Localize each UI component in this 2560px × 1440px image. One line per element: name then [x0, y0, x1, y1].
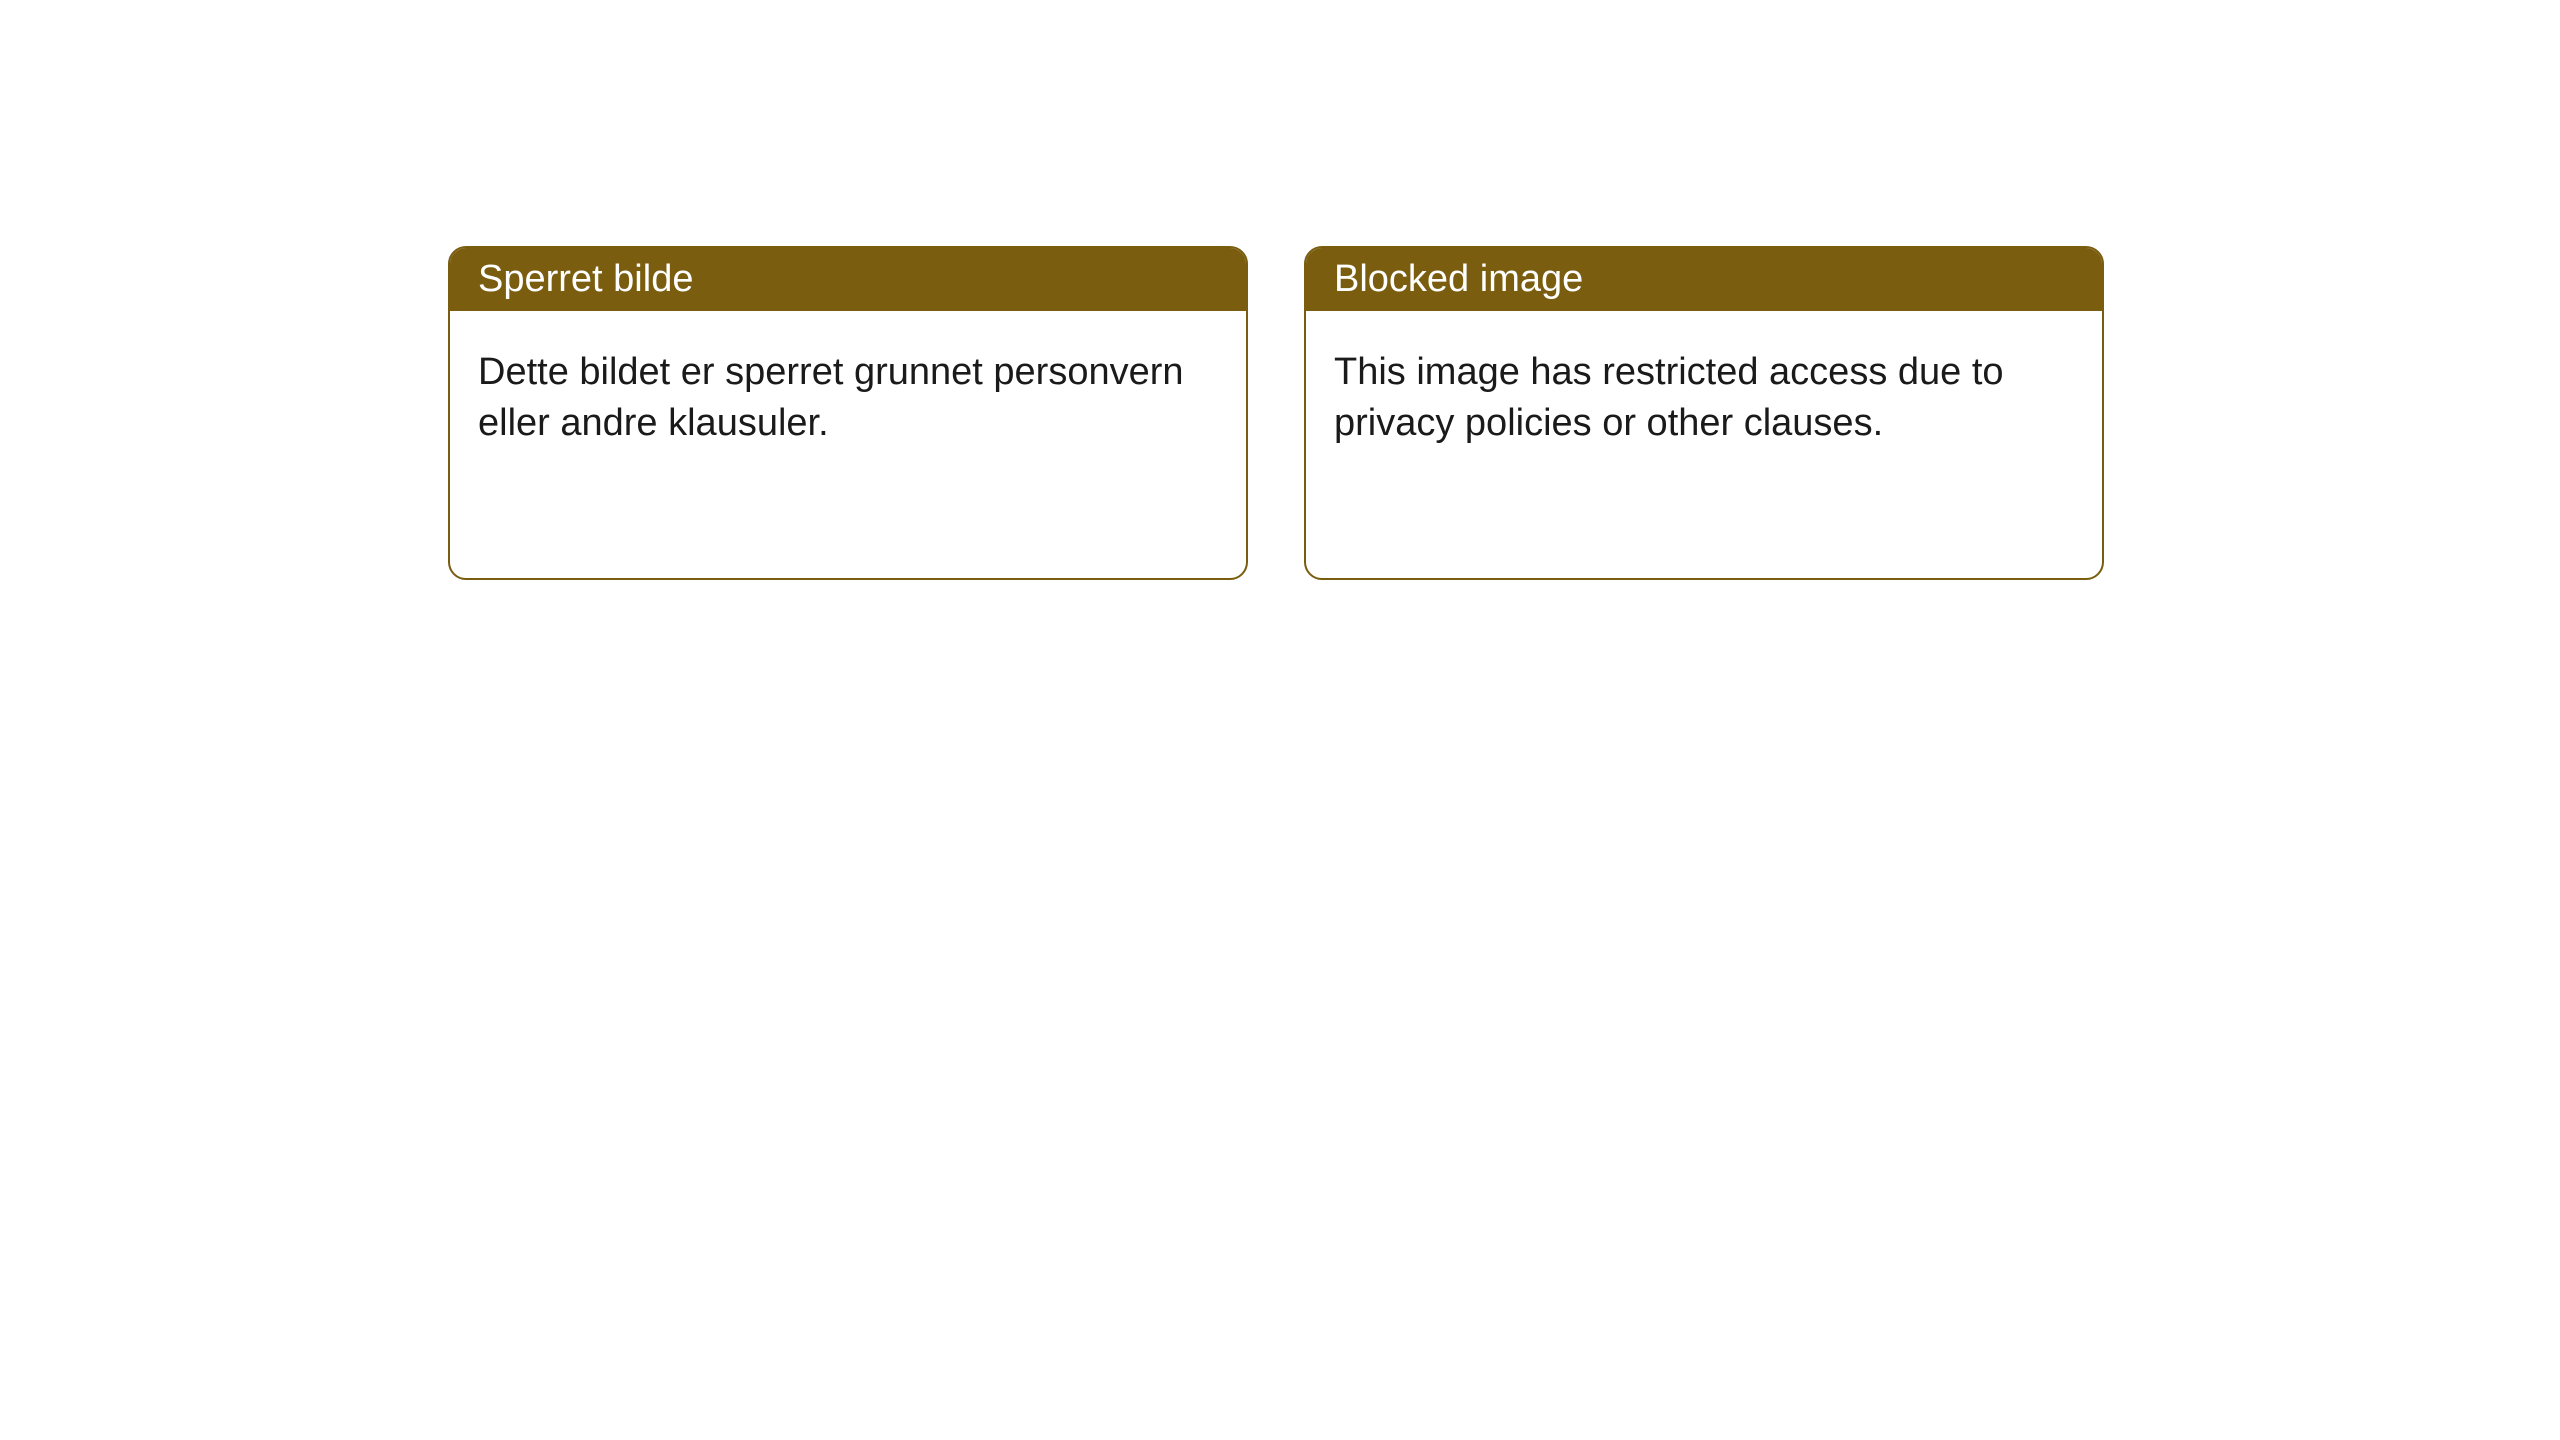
card-title: Sperret bilde [478, 258, 693, 300]
notice-card-english: Blocked image This image has restricted … [1304, 246, 2104, 580]
card-header-english: Blocked image [1306, 248, 2102, 311]
notice-card-norwegian: Sperret bilde Dette bildet er sperret gr… [448, 246, 1248, 580]
notice-cards-container: Sperret bilde Dette bildet er sperret gr… [448, 246, 2104, 580]
card-body-english: This image has restricted access due to … [1306, 311, 2102, 486]
card-body-norwegian: Dette bildet er sperret grunnet personve… [450, 311, 1246, 486]
card-title: Blocked image [1334, 258, 1583, 300]
card-header-norwegian: Sperret bilde [450, 248, 1246, 311]
card-body-text: Dette bildet er sperret grunnet personve… [478, 351, 1184, 444]
card-body-text: This image has restricted access due to … [1334, 351, 2004, 444]
